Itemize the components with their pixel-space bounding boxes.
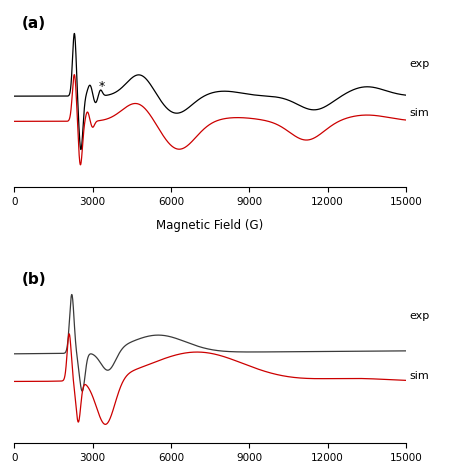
Text: (b): (b) — [22, 272, 47, 287]
Text: *: * — [99, 80, 105, 93]
Text: (a): (a) — [22, 17, 46, 31]
X-axis label: Magnetic Field (G): Magnetic Field (G) — [156, 219, 264, 232]
Text: sim: sim — [410, 371, 429, 381]
Text: sim: sim — [410, 109, 429, 118]
Text: exp: exp — [410, 311, 430, 321]
Text: exp: exp — [410, 59, 430, 69]
